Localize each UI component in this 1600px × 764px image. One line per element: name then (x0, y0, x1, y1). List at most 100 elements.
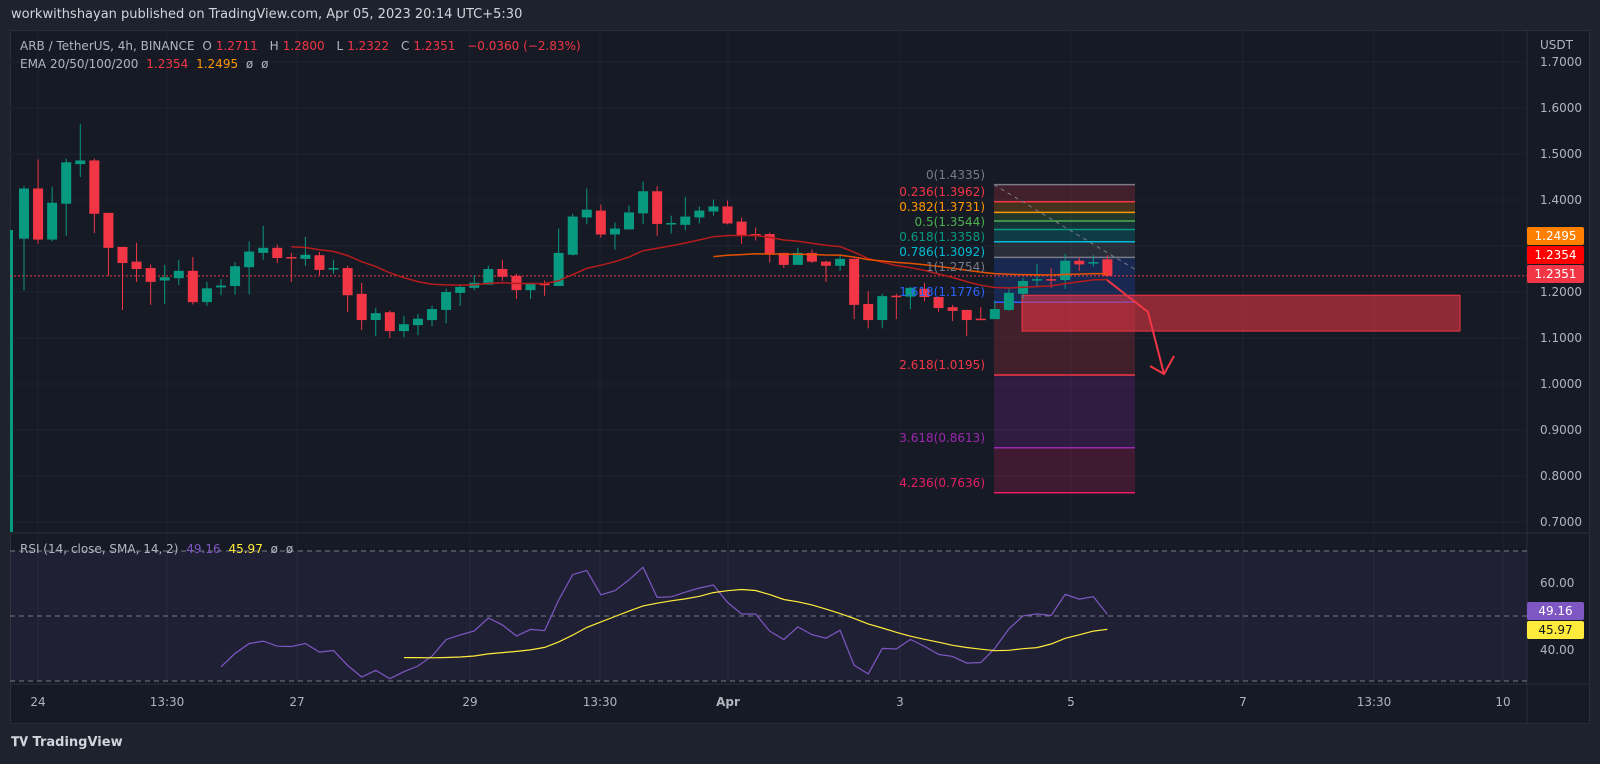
rsi-sma-line (403, 588, 1108, 659)
arrow-head-icon (1149, 355, 1175, 376)
candle-body (370, 313, 381, 321)
high-value: H 1.2800 (269, 39, 325, 53)
chart-frame[interactable] (10, 30, 1590, 724)
candle-body (412, 318, 423, 326)
candle-body (300, 254, 311, 259)
candle-body (75, 160, 86, 165)
candle-body (159, 277, 170, 281)
ema20-line (291, 234, 1108, 289)
candle-body (961, 309, 972, 321)
fib-level-label: 0(1.4335) (925, 167, 985, 182)
candle-body (314, 255, 325, 270)
symbol-legend[interactable]: ARB / TetherUS, 4h, BINANCE O 1.2711 H 1.2… (20, 39, 585, 53)
candle-body (975, 318, 986, 321)
price-tick: 1.7000 (1540, 55, 1582, 69)
time-tick: 13:30 (582, 695, 618, 709)
resistance-zone (1021, 294, 1461, 332)
candle-body (286, 257, 297, 259)
price-tick: 1.4000 (1540, 193, 1582, 207)
fib-level-label: 0.382(1.3731) (899, 199, 985, 214)
ema-label[interactable]: EMA 20/50/100/200 (20, 57, 139, 71)
candle-body (398, 324, 409, 332)
time-tick: 24 (30, 695, 46, 709)
ema-legend[interactable]: EMA 20/50/100/200 1.2354 1.2495 ø ø (20, 57, 272, 71)
candle-body (553, 252, 564, 287)
low-value: L 1.2322 (336, 39, 390, 53)
candle-body (1102, 259, 1113, 276)
rsi-tag: 49.16 (1527, 602, 1584, 620)
candle-body (835, 258, 846, 266)
fib-level-label: 0.236(1.3962) (899, 184, 985, 199)
candle-body (778, 252, 789, 265)
last-price-tag: 1.2351 (1527, 265, 1584, 283)
fib-level-label: 2.618(1.0195) (899, 358, 985, 373)
close-value: C 1.2351 (401, 39, 456, 53)
open-value: O 1.2711 (202, 39, 258, 53)
time-tick: 27 (289, 695, 305, 709)
candle-body (328, 268, 339, 270)
fib-zone (994, 241, 1135, 258)
candle-body (230, 266, 241, 287)
change-value: −0.0360 (−2.83%) (467, 39, 581, 53)
ema200-value: ø (261, 57, 269, 71)
price-tick: 0.8000 (1540, 469, 1582, 483)
time-tick: 3 (896, 695, 904, 709)
candle-body (187, 270, 198, 303)
candle-body (117, 246, 128, 264)
publish-info: workwithshayan published on TradingView.… (11, 7, 523, 22)
price-tick: 1.5000 (1540, 147, 1582, 161)
candle-body (342, 268, 353, 296)
candle-body (441, 292, 452, 310)
fib-zone (994, 184, 1135, 202)
tv-logo-icon: 𝐓𝐕 (11, 735, 33, 750)
candle-body (539, 283, 550, 286)
price-tick: 1.1000 (1540, 331, 1582, 345)
candle-body (173, 270, 184, 279)
fib-zone (994, 229, 1135, 242)
ema50-value: 1.2495 (196, 57, 239, 71)
price-tick: 1.6000 (1540, 101, 1582, 115)
candle-body (145, 268, 156, 282)
time-tick: 5 (1067, 695, 1075, 709)
candle-body (33, 188, 44, 240)
rsi-label[interactable]: RSI (14, close, SMA, 14, 2) (20, 542, 179, 556)
time-tick: 10 (1495, 695, 1511, 709)
fib-level-label: 0.786(1.3092) (899, 244, 985, 259)
candle-body (820, 261, 831, 266)
candle-body (244, 251, 255, 268)
candle-body (19, 188, 29, 239)
candle-body (201, 288, 212, 303)
fib-zone (994, 447, 1135, 493)
candle-body (1060, 260, 1071, 281)
rsi-legend[interactable]: RSI (14, close, SMA, 14, 2) 49.16 45.97 … (20, 542, 297, 556)
candle-body (947, 307, 958, 311)
tradingview-logo[interactable]: 𝐓𝐕 TradingView (11, 735, 123, 750)
rsi-tick-60: 60.00 (1540, 576, 1575, 590)
candle-body (891, 295, 902, 298)
time-tick: 7 (1239, 695, 1247, 709)
symbol-name[interactable]: ARB / TetherUS, 4h, BINANCE (20, 39, 195, 53)
rsi-extra-1: ø (270, 542, 278, 556)
candle-body (806, 252, 817, 262)
rsi-sma-tag: 45.97 (1527, 621, 1584, 639)
candle-body (708, 206, 719, 212)
rsi-line (220, 566, 1108, 680)
fib-zone (994, 212, 1135, 221)
candle-body (1032, 279, 1043, 281)
currency-label[interactable]: USDT (1540, 38, 1573, 52)
candle-body (356, 293, 367, 321)
candle-body (736, 221, 747, 236)
time-tick: 29 (462, 695, 478, 709)
candle-body (131, 261, 142, 269)
candle-body (272, 247, 283, 258)
fib-trend-line (993, 184, 1136, 270)
candle-body (483, 269, 494, 285)
candle-body (722, 206, 733, 224)
candle-body (624, 212, 635, 230)
fib-level-label: 1(1.2754) (925, 259, 985, 274)
candle-body (1003, 292, 1014, 310)
candle-body (1046, 279, 1057, 281)
ema20-price-tag: 1.2354 (1527, 246, 1584, 264)
candle-body (384, 312, 395, 332)
